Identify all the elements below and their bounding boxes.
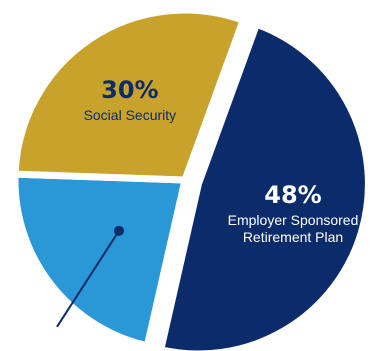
annotation-marker-dot bbox=[114, 225, 125, 236]
slice-category-label: Employer Sponsored bbox=[228, 212, 359, 228]
pie-slice-social-security bbox=[11, 6, 248, 184]
pie-annotation bbox=[56, 225, 125, 328]
slice-percent-label: 30% bbox=[101, 76, 158, 104]
slice-category-label: Social Security bbox=[84, 107, 177, 123]
slice-category-label: Retirement Plan bbox=[243, 229, 343, 245]
annotation-leader-line bbox=[56, 230, 120, 328]
slice-percent-label: 48% bbox=[264, 181, 321, 209]
